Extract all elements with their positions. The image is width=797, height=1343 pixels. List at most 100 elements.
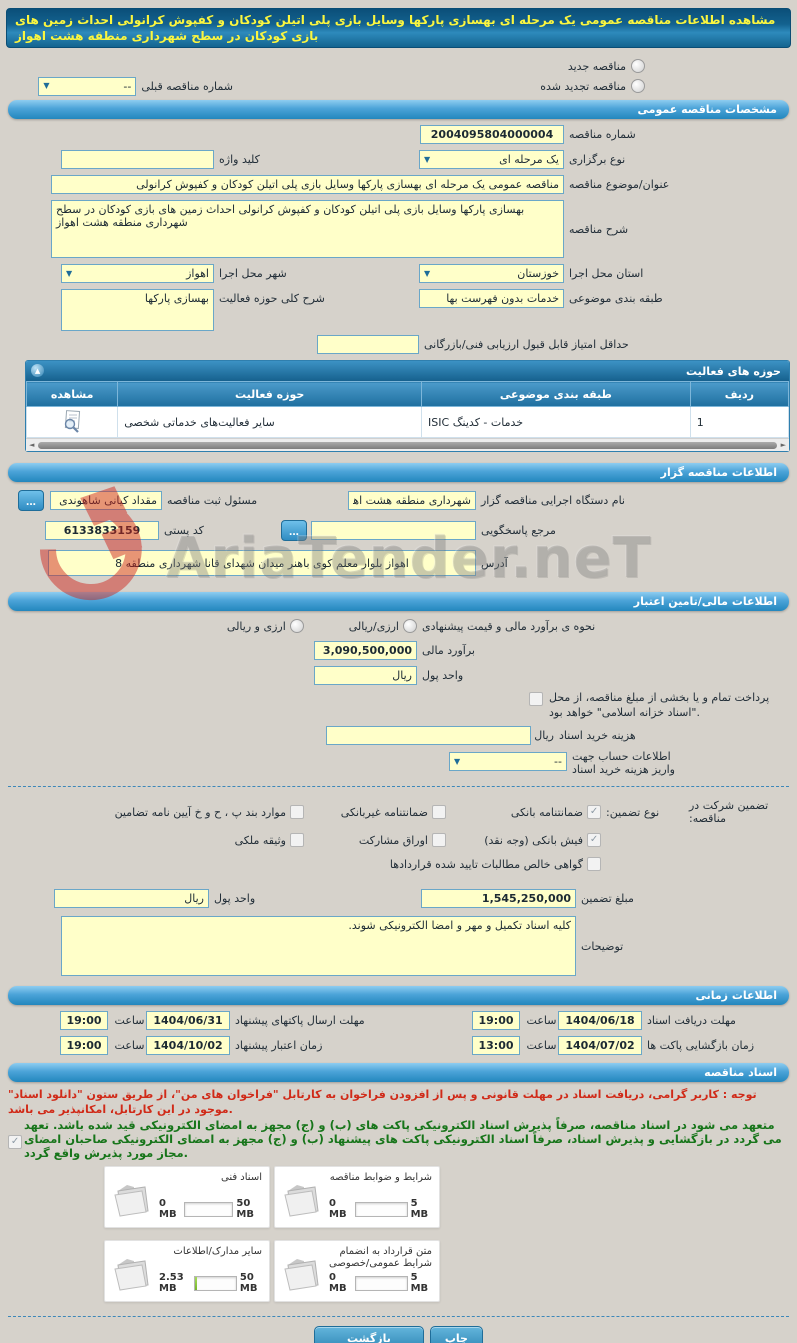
doc-deadline-time[interactable]: [472, 1011, 520, 1030]
upload-max-size: 50 MB: [236, 1198, 254, 1221]
scroll-right-icon[interactable]: ►: [780, 440, 786, 449]
currency-field[interactable]: [314, 666, 417, 685]
city-label: شهر محل اجرا: [219, 267, 287, 280]
nonbank-guarantee-checkbox[interactable]: [432, 805, 446, 819]
view-document-icon[interactable]: [60, 409, 84, 433]
notes-field[interactable]: کلیه اسناد تکمیل و مهر و امضا الکترونیکی…: [61, 916, 576, 976]
scrollbar-thumb[interactable]: [38, 441, 777, 449]
folder-icon: [114, 1259, 149, 1291]
address-label: آدرس: [481, 556, 508, 570]
bonds-checkbox[interactable]: [432, 833, 446, 847]
upload-current-size: 2.53 MB: [159, 1272, 184, 1295]
upload-progress-bar: [184, 1201, 234, 1217]
keyword-label: کلید واژه: [219, 153, 260, 166]
upload-max-size: 5 MB: [410, 1272, 429, 1295]
subject-field[interactable]: [51, 175, 564, 194]
guarantee-type-label: نوع تضمین:: [606, 805, 660, 819]
guarantee-amount-field[interactable]: [421, 889, 576, 908]
province-label: استان محل اجرا: [569, 267, 644, 280]
estimate-field[interactable]: [314, 641, 417, 660]
city-select[interactable]: اهواز ▼: [61, 264, 214, 283]
upload-max-size: 50 MB: [239, 1272, 258, 1295]
activity-scope-label: شرح کلی حوزه فعالیت: [219, 292, 325, 305]
contact-field[interactable]: [311, 521, 476, 540]
process-type-value: یک مرحله ای: [499, 153, 559, 166]
renewed-tender-radio[interactable]: [631, 79, 645, 93]
mixed-currency-label: ارزی و ریالی: [226, 619, 286, 633]
address-field[interactable]: [48, 550, 476, 576]
horizontal-scrollbar[interactable]: ◄ ►: [26, 438, 789, 451]
tender-kind-group: مناقصه جدید مناقصه تجدید شده شماره مناقص…: [8, 56, 645, 96]
province-select[interactable]: خوزستان ▼: [419, 264, 564, 283]
upload-progress-bar: [355, 1201, 408, 1217]
cash-receipt-checkbox[interactable]: ✓: [587, 833, 601, 847]
page-title: مشاهده اطلاعات مناقصه عمومی یک مرحله ای …: [6, 8, 791, 48]
footer-buttons: چاپ بازگشت: [0, 1326, 797, 1343]
rial-currency-label: ارزی/ریالی: [348, 619, 399, 633]
opening-date[interactable]: [558, 1036, 642, 1055]
category-field[interactable]: [419, 289, 564, 308]
previous-tender-select[interactable]: -- ▼: [38, 76, 137, 96]
chevron-down-icon: ▼: [43, 81, 50, 90]
opening-time-hour[interactable]: [472, 1036, 520, 1055]
rial-currency-radio[interactable]: [403, 619, 417, 633]
treasury-checkbox[interactable]: [529, 692, 543, 706]
doc-deadline-date[interactable]: [558, 1011, 642, 1030]
print-button[interactable]: چاپ: [429, 1326, 483, 1343]
upload-card-label: اسناد فنی: [221, 1172, 262, 1184]
opening-time-label: زمان بازگشایی پاکت ها: [647, 1039, 755, 1052]
upload-card-contract[interactable]: متن قرارداد به انضمام شرایط عمومی/خصوصی …: [274, 1240, 440, 1303]
back-button[interactable]: بازگشت: [314, 1326, 424, 1343]
net-claims-checkbox[interactable]: [587, 857, 601, 871]
registrar-browse-button[interactable]: ...: [18, 490, 44, 511]
regulation-items-checkbox[interactable]: [290, 805, 304, 819]
upload-card-technical[interactable]: اسناد فنی 0 MB 50 MB: [104, 1166, 270, 1229]
property-collateral-checkbox[interactable]: [290, 833, 304, 847]
guarantee-currency-field[interactable]: [54, 889, 209, 908]
upload-card-terms[interactable]: شرایط و ضوابط مناقصه 0 MB 5 MB: [274, 1166, 440, 1229]
currency-label: واحد پول: [422, 669, 464, 682]
registrar-field[interactable]: [50, 491, 162, 510]
mixed-currency-radio[interactable]: [289, 619, 304, 633]
new-tender-radio[interactable]: [631, 59, 645, 73]
cell-category: خدمات - کدینگ ISIC: [421, 406, 691, 438]
process-type-select[interactable]: یک مرحله ای ▼: [419, 150, 564, 169]
validity-hour-label: ساعت: [114, 1039, 145, 1052]
divider: [8, 1316, 789, 1318]
validity-hour[interactable]: [60, 1036, 108, 1055]
min-score-field[interactable]: [317, 335, 419, 354]
process-type-label: نوع برگزاری: [569, 153, 626, 166]
scroll-left-icon[interactable]: ◄: [29, 440, 35, 449]
section-financial: اطلاعات مالی/تامین اعتبار: [8, 592, 789, 611]
account-info-value: --: [554, 755, 562, 768]
upload-progress-bar: [355, 1275, 408, 1291]
submit-deadline-label: مهلت ارسال پاکتهای پیشنهاد: [235, 1014, 365, 1027]
upload-cards: شرایط و ضوابط مناقصه 0 MB 5 MB اسناد فنی…: [8, 1166, 440, 1303]
bank-guarantee-label: ضمانتنامه بانکی: [510, 805, 583, 819]
submit-deadline-date[interactable]: [146, 1011, 230, 1030]
activity-scope-field[interactable]: بهسازی پارکها: [61, 289, 214, 331]
collapse-icon[interactable]: ▲: [31, 364, 44, 377]
submit-deadline-time[interactable]: [60, 1011, 108, 1030]
upload-card-other[interactable]: سایر مدارک/اطلاعات 2.53 MB 50 MB: [104, 1240, 270, 1303]
description-field[interactable]: بهسازی پارکها وسایل بازی پلی اتیلن کودکا…: [51, 200, 564, 258]
account-info-select[interactable]: -- ▼: [449, 752, 567, 771]
contact-browse-button[interactable]: ...: [281, 520, 307, 541]
chevron-down-icon: ▼: [424, 154, 431, 164]
postal-code-field[interactable]: [45, 521, 159, 540]
validity-date[interactable]: [146, 1036, 230, 1055]
tender-number-field[interactable]: [420, 125, 564, 144]
cell-view: [25, 406, 119, 438]
renewed-tender-label: مناقصه تجدید شده: [540, 79, 626, 93]
registrar-label: مسئول ثبت مناقصه: [167, 494, 258, 507]
category-label: طبقه بندی موضوعی: [569, 292, 663, 305]
agency-org-field[interactable]: [348, 491, 476, 510]
upload-current-size: 0 MB: [329, 1272, 347, 1295]
notes-label: توضیحات: [581, 939, 624, 953]
guarantee-amount-label: مبلغ تضمین: [581, 892, 634, 905]
doc-fee-field[interactable]: [326, 726, 532, 745]
commitment-checkbox[interactable]: ✓: [8, 1135, 22, 1149]
bank-guarantee-checkbox[interactable]: ✓: [587, 805, 601, 819]
section-documents: اسناد مناقصه: [8, 1063, 789, 1082]
keyword-field[interactable]: [61, 150, 214, 169]
